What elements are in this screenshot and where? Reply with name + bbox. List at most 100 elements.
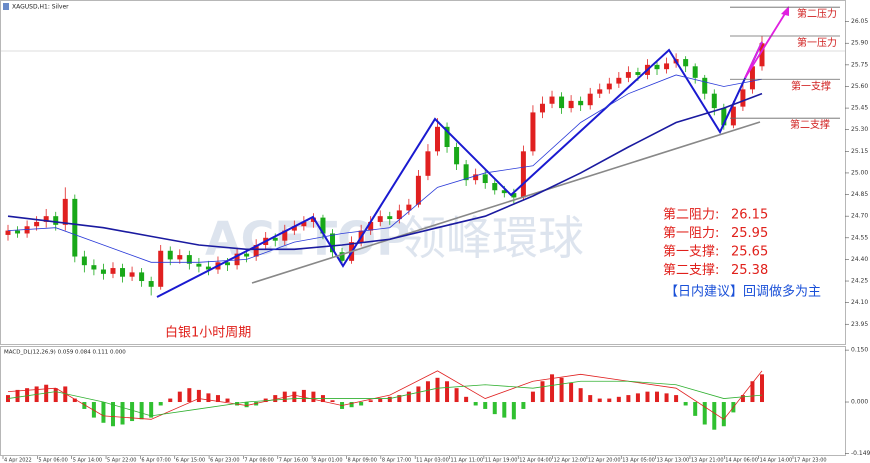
macd-bar xyxy=(72,398,77,403)
candle-body xyxy=(24,226,30,234)
macd-bar xyxy=(464,396,469,403)
watermark-cjk: 领峰環球 xyxy=(400,211,584,265)
candle-body xyxy=(415,175,421,205)
macd-bar xyxy=(158,402,163,406)
macd-bar xyxy=(82,402,87,409)
x-tick-label: 7 Apr 08:00 xyxy=(244,458,273,463)
macd-bar xyxy=(120,402,125,425)
macd-bar xyxy=(597,398,602,403)
macd-bar xyxy=(225,398,230,403)
macd-bar xyxy=(15,389,20,403)
macd-bar xyxy=(177,391,182,403)
candle-body xyxy=(511,193,517,198)
macd-bar xyxy=(683,402,688,406)
candle-body xyxy=(597,89,603,94)
macd-bar xyxy=(635,393,640,403)
candle-body xyxy=(539,103,545,113)
macd-frame xyxy=(0,346,846,456)
macd-bar xyxy=(349,402,354,408)
candle-body xyxy=(568,100,574,109)
forecast-path xyxy=(744,11,787,79)
candle-body xyxy=(43,216,49,222)
y-tick-label: 25.90 xyxy=(851,40,868,47)
macd-bar xyxy=(101,402,106,423)
candle-body xyxy=(91,265,97,270)
y-tick-label: 24.10 xyxy=(851,299,868,306)
y-tick-label: 25.00 xyxy=(851,169,868,176)
candle-body xyxy=(530,112,536,152)
macd-line xyxy=(7,380,763,417)
x-tick-label: 5 Apr 06:00 xyxy=(38,458,67,463)
macd-bar xyxy=(626,395,631,403)
macd-bar xyxy=(187,388,192,403)
y-tick-label: 25.15 xyxy=(851,148,868,155)
candle-body xyxy=(625,72,631,78)
macd-bar xyxy=(530,391,535,403)
macd-bar xyxy=(273,395,278,403)
macd-line xyxy=(7,370,763,420)
candle-body xyxy=(654,64,660,70)
y-tick-label: 24.55 xyxy=(851,234,868,241)
macd-bar xyxy=(550,374,555,403)
candle-body xyxy=(339,252,345,261)
candle-body xyxy=(100,269,106,274)
macd-bar xyxy=(139,402,144,420)
candle-body xyxy=(62,198,68,225)
macd-bar xyxy=(502,402,507,418)
level-tag: 第一支撑 xyxy=(791,79,831,92)
level-label: 第一支撑: xyxy=(663,245,719,260)
x-tick-label: 12 Apr 12:00 xyxy=(554,458,587,463)
y-tick-label: 25.60 xyxy=(851,83,868,90)
candle-body xyxy=(606,83,612,90)
candle-body xyxy=(253,245,259,257)
macd-bar xyxy=(397,395,402,403)
macd-bar xyxy=(25,388,30,403)
macd-bar xyxy=(6,395,10,403)
x-tick-label: 6 Apr 07:00 xyxy=(141,458,170,463)
macd-bar xyxy=(492,402,497,415)
candle-body xyxy=(463,164,469,181)
level-label: 第一阻力: xyxy=(663,226,719,241)
candle-body xyxy=(34,221,40,227)
y-tick-label: 24.25 xyxy=(851,278,868,285)
macd-bar xyxy=(693,402,698,416)
candle-body xyxy=(234,253,240,266)
candle-body xyxy=(196,263,202,267)
level-tag: 第一压力 xyxy=(797,36,837,49)
macd-bar xyxy=(664,393,669,403)
macd-bar xyxy=(416,386,421,403)
candle-body xyxy=(549,96,555,104)
macd-bar xyxy=(588,395,593,403)
candle-body xyxy=(310,217,316,222)
advice: 【日内建议】回调做多为主 xyxy=(665,284,821,300)
level-value: 25.95 xyxy=(731,226,768,241)
macd-bar xyxy=(702,402,707,425)
macd-bar xyxy=(569,382,574,403)
candle-body xyxy=(482,174,488,184)
macd-bar xyxy=(425,381,430,403)
symbol-icon xyxy=(3,3,9,10)
macd-bar xyxy=(616,396,621,403)
y-tick-label: -0.149 xyxy=(851,450,870,457)
x-tick-label: 7 Apr 16:00 xyxy=(279,458,308,463)
macd-bar xyxy=(330,400,335,403)
caption: 白银1小时周期 xyxy=(165,325,251,341)
candle-body xyxy=(177,255,183,260)
macd-bar xyxy=(445,381,450,403)
candle-body xyxy=(320,217,326,234)
x-tick-label: 11 Apr 19:00 xyxy=(485,458,518,463)
macd-bar xyxy=(645,391,650,403)
level-tag: 第二支撑 xyxy=(790,118,830,131)
macd-bar xyxy=(578,388,583,403)
x-tick-label: 11 Apr 11:00 xyxy=(451,458,484,463)
y-tick-label: 24.70 xyxy=(851,213,868,220)
macd-bar xyxy=(473,402,478,406)
x-tick-label: 17 Apr 23:00 xyxy=(794,458,827,463)
level-value: 25.38 xyxy=(731,263,768,278)
x-tick-label: 12 Apr 04:00 xyxy=(519,458,552,463)
y-tick-label: 26.05 xyxy=(851,18,868,25)
candle-body xyxy=(81,256,87,266)
y-tick-label: 25.30 xyxy=(851,126,868,133)
